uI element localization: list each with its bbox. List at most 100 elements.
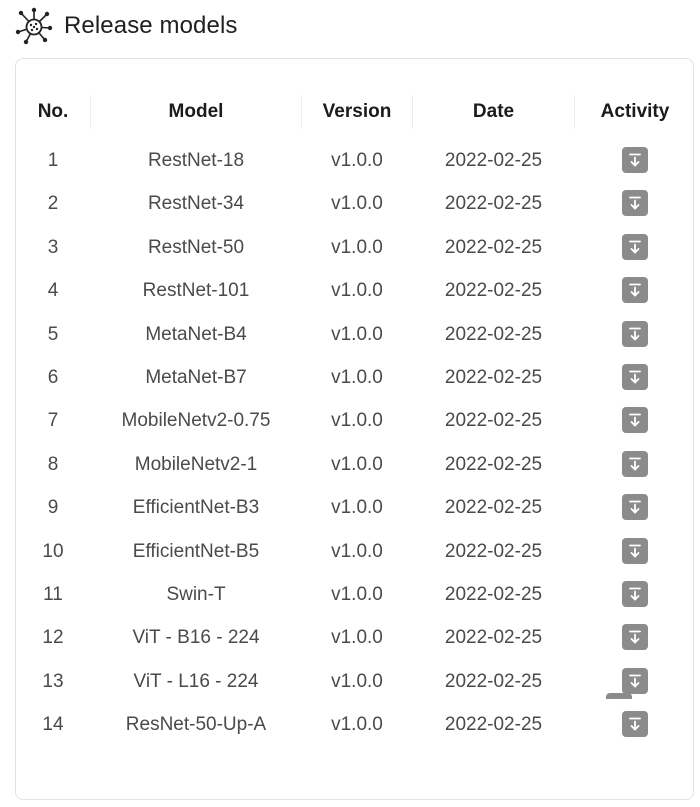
table-row: 3 RestNet-50 v1.0.0 2022-02-25 [16,226,693,269]
column-divider [574,95,575,129]
model-version: v1.0.0 [331,497,383,519]
model-version: v1.0.0 [331,714,383,736]
column-header-model: Model [168,101,224,122]
column-header-activity: Activity [600,101,670,122]
row-number: 5 [47,323,59,345]
row-number: 6 [47,366,59,388]
download-button[interactable] [622,407,648,434]
download-button[interactable] [622,667,648,694]
release-date: 2022-02-25 [444,150,543,171]
model-version: v1.0.0 [331,670,383,692]
model-version: v1.0.0 [331,366,383,388]
model-name: MetaNet-B7 [145,366,247,388]
activity-cell [575,573,693,616]
activity-cell [575,399,693,442]
download-button[interactable] [622,711,648,738]
row-number: 1 [47,150,59,171]
column-divider [412,95,413,129]
activity-cell [575,139,693,182]
download-icon [629,717,641,731]
download-button[interactable] [622,320,648,347]
activity-cell [575,660,693,703]
download-button[interactable] [622,580,648,607]
table-row: 6 MetaNet-B7 v1.0.0 2022-02-25 [16,356,693,399]
model-name: RestNet-18 [147,150,245,171]
download-icon [629,283,641,297]
download-button[interactable] [622,624,648,651]
download-icon [629,240,641,254]
table-row: 7 MobileNetv2-0.75 v1.0.0 2022-02-25 [16,399,693,442]
release-date: 2022-02-25 [444,453,543,475]
download-button-partial[interactable] [606,693,632,699]
download-button[interactable] [622,450,648,477]
download-button[interactable] [622,277,648,304]
row-number: 8 [47,453,59,475]
download-button[interactable] [622,190,648,217]
download-button[interactable] [622,363,648,390]
activity-cell [575,226,693,269]
model-version: v1.0.0 [331,540,383,562]
download-button[interactable] [622,537,648,564]
table-body[interactable]: 1 RestNet-18 v1.0.0 2022-02-25 2 RestNet-34 v1… [16,139,693,759]
activity-cell [575,313,693,356]
table-row: 2 RestNet-34 v1.0.0 2022-02-25 [16,182,693,225]
network-hub-icon [15,7,53,45]
activity-cell [575,616,693,659]
model-name: Swin-T [166,583,226,605]
release-date: 2022-02-25 [444,193,543,215]
column-header-date: Date [472,101,515,122]
models-table-card: No. Model Version Date Activity 1 RestNet… [15,58,694,800]
row-number: 3 [47,236,59,258]
release-date: 2022-02-25 [444,670,543,692]
table-row: 12 ViT - B16 - 224 v1.0.0 2022-02-25 [16,616,693,659]
model-version: v1.0.0 [331,193,383,215]
row-number: 11 [43,583,63,605]
release-date: 2022-02-25 [444,627,543,649]
download-icon [629,674,641,688]
model-name: MetaNet-B4 [145,323,247,345]
release-date: 2022-02-25 [444,714,543,736]
model-name: ViT - L16 - 224 [133,670,259,692]
model-name: RestNet-101 [142,280,250,302]
model-name: ViT - B16 - 224 [132,627,260,649]
activity-cell [575,486,693,529]
activity-cell [575,703,693,746]
download-icon [629,327,641,340]
release-date: 2022-02-25 [444,497,543,519]
table-row: 8 MobileNetv2-1 v1.0.0 2022-02-25 [16,443,693,486]
download-button[interactable] [622,147,648,173]
release-date: 2022-02-25 [444,236,543,258]
table-row: 4 RestNet-101 v1.0.0 2022-02-25 [16,269,693,312]
release-date: 2022-02-25 [444,323,543,345]
model-version: v1.0.0 [331,323,383,345]
activity-cell [575,182,693,225]
download-button[interactable] [622,494,648,521]
activity-cell [575,269,693,312]
download-icon [629,500,641,514]
model-name: MobileNetv2-0.75 [121,410,271,432]
table-row: 1 RestNet-18 v1.0.0 2022-02-25 [16,139,693,182]
row-number: 10 [42,540,64,562]
download-icon [629,413,641,427]
column-divider [90,95,91,129]
model-name: RestNet-34 [147,193,245,215]
column-header-no: No. [37,101,69,122]
table-header: No. Model Version Date Activity [16,95,693,129]
row-number: 2 [47,193,59,215]
model-version: v1.0.0 [331,280,383,302]
model-version: v1.0.0 [331,627,383,649]
table-row: 10 EfficientNet-B5 v1.0.0 2022-02-25 [16,530,693,573]
release-date: 2022-02-25 [444,410,543,432]
page-header: Release models [14,6,238,46]
release-date: 2022-02-25 [444,366,543,388]
model-version: v1.0.0 [331,453,383,475]
download-icon [629,587,641,601]
row-number: 13 [42,670,64,692]
model-version: v1.0.0 [331,150,383,171]
model-name: EfficientNet-B5 [132,540,260,562]
download-icon [629,153,641,167]
download-icon [629,544,641,557]
download-icon [629,370,641,384]
download-button[interactable] [622,233,648,260]
